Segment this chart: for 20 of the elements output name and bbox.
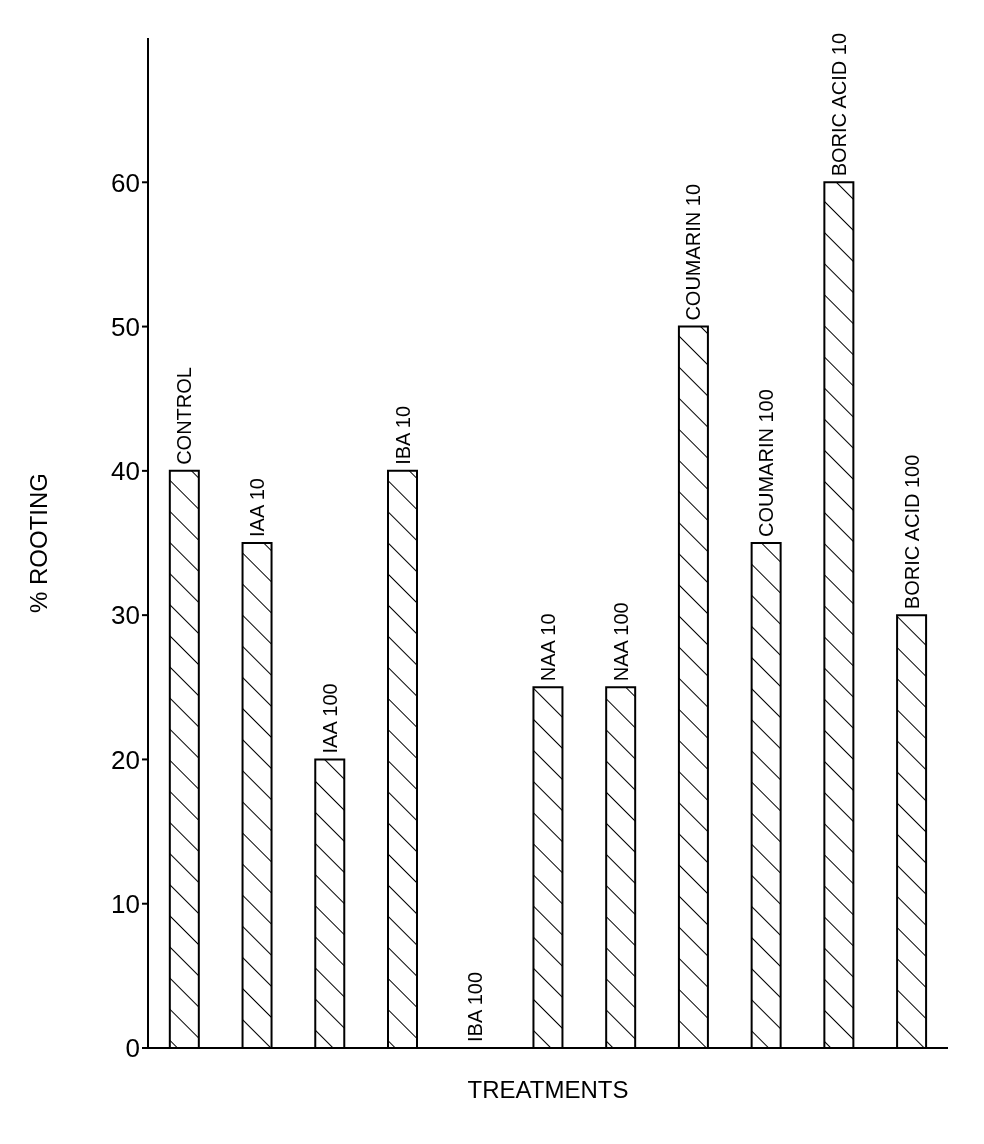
x-tick-label: BORIC ACID 10 [827,32,850,177]
x-axis-title: TREATMENTS [467,1076,629,1103]
x-tick-label: IAA 100 [318,683,341,754]
y-tick-label: 20 [111,744,140,775]
x-tick-label: IBA 10 [391,405,414,465]
y-tick-label: 10 [111,888,140,919]
y-tick-label: 60 [111,167,140,198]
x-tick-label: IBA 100 [464,971,487,1042]
x-tick-label: NAA 10 [537,613,559,682]
x-tick-label: IAA 10 [246,478,269,537]
y-axis-title: % ROOTING [24,472,52,614]
x-tick-label: COUMARIN 100 [755,389,778,537]
y-tick-label: 50 [111,311,140,342]
x-tick-label: NAA 100 [609,602,632,682]
y-tick-label: 40 [111,456,140,487]
x-tick-label: CONTROL [173,367,196,465]
x-tick-label: BORIC ACID 100 [900,454,923,610]
y-tick-label: 0 [125,1033,140,1064]
y-tick-label: 30 [111,600,140,631]
x-tick-label: COUMARIN 10 [682,183,705,321]
